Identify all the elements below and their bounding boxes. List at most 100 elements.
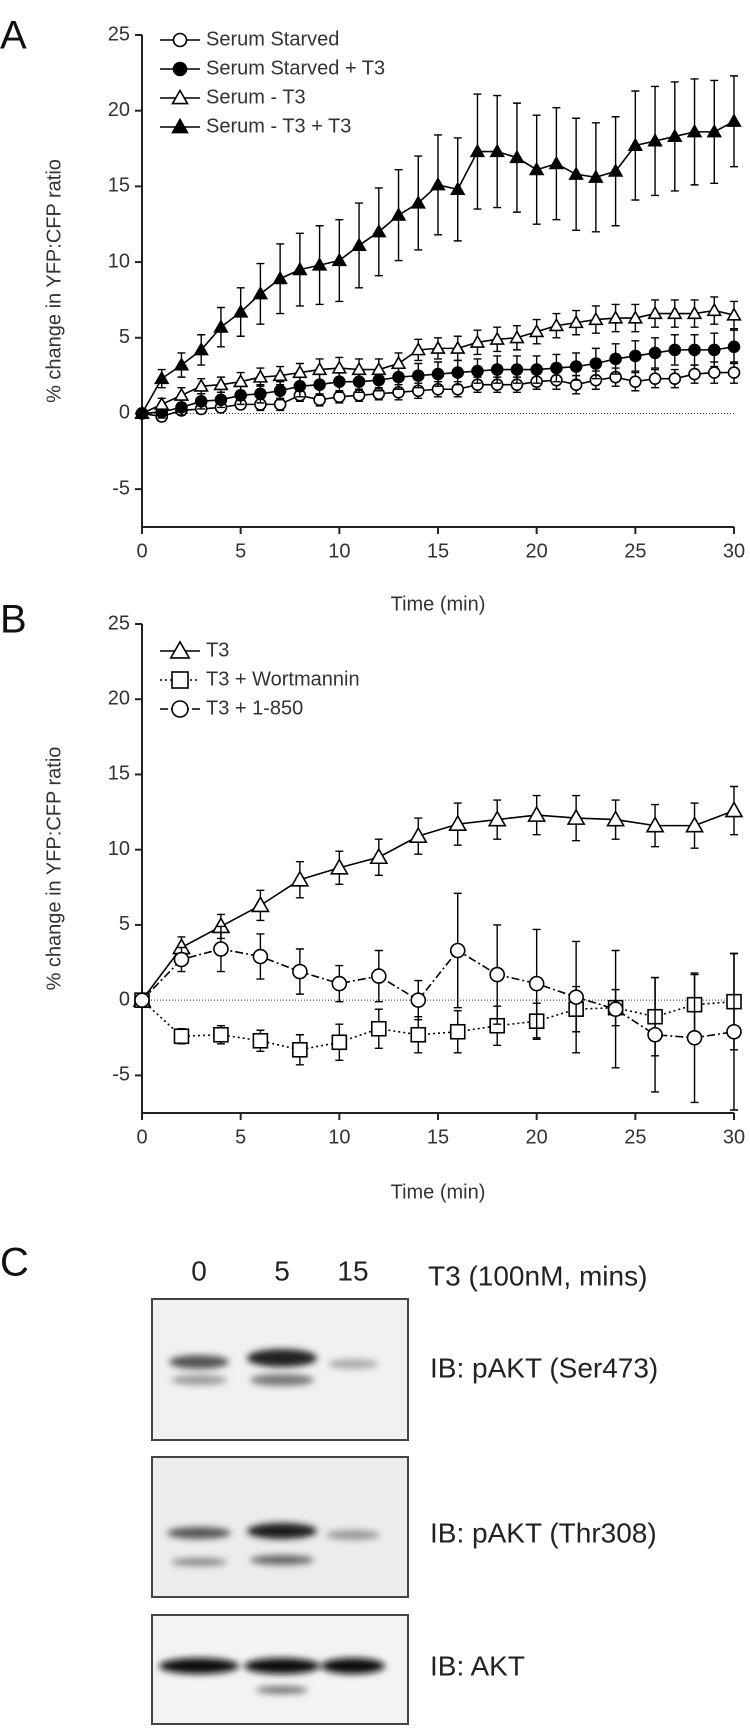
marker — [648, 372, 662, 385]
marker — [629, 375, 642, 388]
marker — [489, 143, 505, 158]
marker — [331, 360, 348, 374]
marker — [645, 815, 665, 833]
marker — [331, 1034, 348, 1051]
x-tick-label: 0 — [136, 1126, 147, 1148]
marker — [329, 858, 349, 875]
marker — [448, 814, 468, 831]
marker — [173, 387, 190, 401]
marker — [272, 367, 288, 382]
blot-panel — [151, 1298, 409, 1441]
marker — [450, 340, 466, 354]
marker — [171, 671, 189, 689]
marker — [134, 405, 150, 420]
y-tick-label: 25 — [108, 612, 130, 634]
marker — [727, 340, 741, 354]
marker — [647, 305, 663, 320]
marker — [154, 396, 170, 410]
marker — [609, 352, 622, 366]
marker — [173, 357, 190, 371]
marker — [550, 361, 563, 375]
marker — [171, 117, 189, 134]
marker — [568, 166, 584, 180]
marker — [450, 181, 466, 195]
y-tick-label: -5 — [112, 477, 130, 499]
marker — [272, 270, 288, 285]
lane-label: 15 — [337, 1255, 368, 1286]
marker — [668, 343, 682, 357]
marker — [727, 366, 741, 379]
marker — [171, 700, 189, 718]
marker — [171, 88, 189, 105]
x-tick-label: 25 — [624, 1126, 646, 1148]
marker — [370, 1020, 387, 1037]
marker — [331, 252, 348, 267]
marker — [410, 992, 427, 1008]
marker — [647, 133, 663, 147]
marker — [252, 285, 269, 300]
marker — [589, 357, 603, 370]
marker — [371, 223, 387, 238]
legend-label: Serum Starved — [206, 28, 339, 50]
y-tick-label: 15 — [108, 763, 130, 785]
marker — [232, 373, 249, 388]
marker — [667, 128, 683, 142]
panel-label: A — [0, 14, 27, 58]
x-tick-label: 0 — [136, 540, 147, 562]
x-tick-label: 15 — [427, 540, 449, 562]
marker — [411, 369, 425, 382]
y-tick-label: 10 — [108, 250, 130, 272]
marker — [193, 341, 209, 356]
marker — [688, 367, 701, 381]
series-line — [141, 809, 735, 1001]
marker — [568, 314, 584, 329]
marker — [371, 361, 387, 376]
marker — [154, 370, 170, 385]
series-line — [141, 948, 735, 1039]
marker — [169, 640, 191, 659]
marker — [410, 1026, 427, 1043]
x-tick-label: 20 — [526, 540, 548, 562]
marker — [607, 310, 624, 324]
marker — [292, 364, 308, 379]
marker — [489, 331, 505, 345]
marker — [528, 323, 545, 338]
marker — [408, 826, 428, 843]
blot-row-label: IB: AKT — [430, 1650, 525, 1681]
marker — [509, 329, 525, 344]
marker — [686, 305, 703, 320]
marker — [194, 395, 208, 408]
y-tick-label: 25 — [108, 23, 130, 45]
marker — [685, 815, 704, 833]
x-tick-label: 15 — [427, 1126, 449, 1148]
y-axis-label: % change in YFP:CFP ratio — [43, 159, 65, 403]
marker — [726, 307, 742, 321]
y-tick-label: 0 — [119, 402, 130, 424]
y-tick-label: -5 — [112, 1064, 130, 1086]
marker — [490, 363, 504, 376]
marker — [510, 363, 524, 376]
marker — [686, 123, 703, 138]
marker — [292, 963, 308, 980]
marker — [370, 968, 387, 984]
marker — [351, 237, 367, 251]
marker — [351, 361, 367, 376]
y-tick-label: 15 — [108, 175, 130, 197]
marker — [252, 1032, 269, 1049]
lane-label: 5 — [274, 1255, 290, 1286]
marker — [607, 163, 624, 177]
marker — [527, 805, 547, 822]
marker — [410, 195, 426, 209]
y-tick-label: 0 — [119, 988, 130, 1010]
legend-label: Serum - T3 — [206, 86, 306, 108]
marker — [528, 975, 545, 992]
blot-panel — [151, 1614, 409, 1725]
marker — [706, 123, 722, 138]
marker — [213, 376, 229, 391]
legend-label: T3 + 1-850 — [206, 697, 303, 719]
x-tick-label: 25 — [624, 540, 646, 562]
marker — [686, 1029, 703, 1046]
marker — [648, 346, 662, 360]
marker — [449, 1023, 466, 1040]
